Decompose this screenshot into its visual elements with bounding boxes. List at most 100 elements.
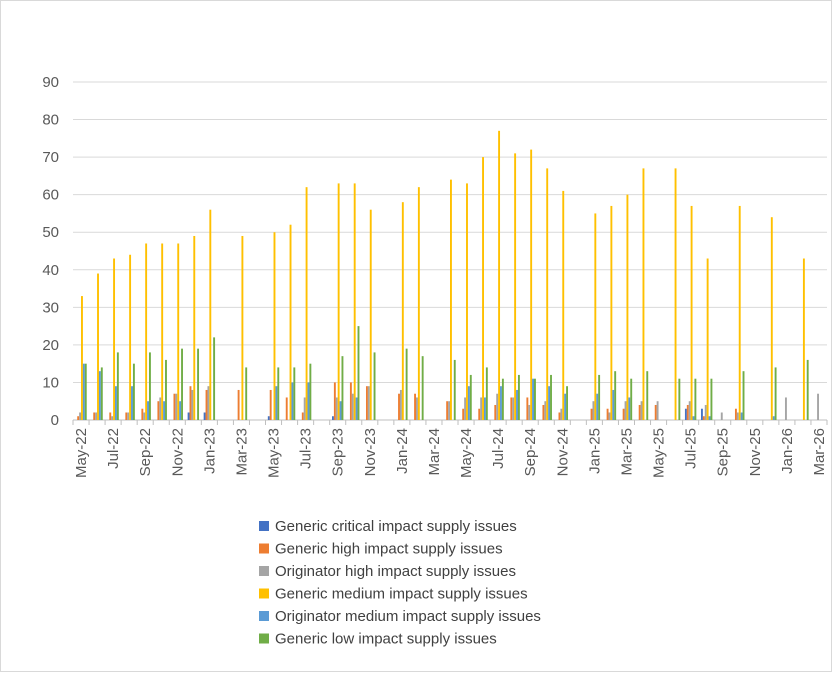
bar bbox=[544, 401, 547, 420]
bar bbox=[333, 382, 336, 420]
bar bbox=[365, 386, 368, 420]
legend-label: Originator high impact supply issues bbox=[275, 563, 516, 580]
bar bbox=[332, 416, 334, 420]
bar bbox=[161, 243, 164, 420]
bar bbox=[462, 408, 465, 420]
bar bbox=[678, 378, 681, 420]
bar bbox=[367, 386, 370, 420]
bar bbox=[113, 258, 116, 420]
bar bbox=[446, 401, 449, 420]
bar bbox=[517, 374, 520, 420]
x-tick-label: Jul-25 bbox=[683, 428, 700, 469]
bar bbox=[478, 408, 481, 420]
bar bbox=[706, 258, 709, 420]
x-tick-label: Jul-23 bbox=[298, 428, 315, 469]
bar bbox=[93, 412, 96, 420]
bar bbox=[688, 401, 691, 420]
bar bbox=[510, 397, 513, 420]
bar bbox=[630, 378, 633, 420]
legend-swatch bbox=[259, 566, 269, 576]
bar bbox=[734, 408, 737, 420]
x-tick-label: Sep-23 bbox=[330, 428, 347, 476]
x-tick-label: Jul-24 bbox=[490, 428, 507, 469]
bar bbox=[526, 397, 529, 420]
bar bbox=[684, 408, 687, 420]
bar bbox=[806, 359, 809, 420]
bar bbox=[205, 389, 208, 420]
bar bbox=[125, 412, 128, 420]
bar bbox=[179, 401, 182, 420]
bar bbox=[774, 367, 777, 420]
bar bbox=[494, 404, 497, 420]
bar bbox=[293, 367, 296, 420]
bar bbox=[357, 326, 360, 420]
x-tick-label: Sep-22 bbox=[137, 428, 154, 476]
bar bbox=[129, 254, 132, 420]
bar bbox=[177, 243, 180, 420]
bar bbox=[622, 408, 625, 420]
bar bbox=[165, 359, 167, 420]
y-tick-label: 80 bbox=[42, 112, 59, 129]
bar bbox=[562, 190, 565, 420]
bar bbox=[596, 393, 599, 420]
bar bbox=[285, 397, 288, 420]
bar bbox=[245, 367, 248, 420]
bar bbox=[269, 389, 272, 420]
bar bbox=[501, 378, 504, 420]
legend-swatch bbox=[259, 521, 269, 531]
bar bbox=[702, 416, 705, 420]
bar bbox=[532, 378, 535, 420]
legend-label: Generic low impact supply issues bbox=[275, 631, 497, 648]
bar bbox=[341, 356, 344, 420]
bar bbox=[175, 393, 178, 420]
bar bbox=[309, 363, 312, 420]
bar bbox=[610, 205, 613, 420]
bar bbox=[189, 386, 192, 420]
bar bbox=[608, 412, 611, 420]
bar bbox=[181, 348, 183, 420]
bar bbox=[708, 416, 711, 420]
bar bbox=[592, 401, 595, 420]
bar bbox=[590, 408, 593, 420]
y-tick-label: 70 bbox=[42, 149, 59, 166]
bar bbox=[79, 412, 82, 420]
bar bbox=[594, 213, 597, 420]
bar bbox=[213, 337, 216, 420]
bar bbox=[267, 416, 270, 420]
bar bbox=[303, 397, 306, 420]
bar bbox=[612, 389, 615, 420]
bar bbox=[414, 393, 417, 420]
bar bbox=[301, 412, 304, 420]
bar bbox=[273, 232, 276, 420]
bar bbox=[132, 363, 135, 420]
bar bbox=[784, 397, 787, 420]
bar bbox=[81, 296, 83, 420]
bar bbox=[373, 352, 376, 420]
legend-label: Originator medium impact supply issues bbox=[275, 608, 541, 625]
y-tick-label: 20 bbox=[42, 337, 59, 354]
x-tick-label: May-23 bbox=[266, 428, 283, 478]
bar bbox=[770, 217, 773, 420]
bar bbox=[802, 258, 805, 420]
bar bbox=[628, 397, 631, 420]
bar bbox=[700, 408, 703, 420]
bar bbox=[291, 382, 294, 420]
legend-swatch bbox=[259, 543, 269, 554]
bar bbox=[560, 408, 563, 420]
bar bbox=[464, 397, 467, 420]
bar bbox=[399, 389, 402, 420]
bar bbox=[742, 371, 745, 420]
bar bbox=[516, 389, 518, 420]
bar bbox=[187, 412, 190, 420]
bar bbox=[159, 397, 162, 420]
bar bbox=[542, 404, 545, 420]
bar bbox=[736, 412, 739, 420]
bar bbox=[704, 404, 707, 420]
bar bbox=[77, 416, 80, 420]
bar bbox=[694, 378, 697, 420]
bar bbox=[339, 401, 342, 420]
bar bbox=[498, 130, 501, 420]
bar bbox=[131, 386, 133, 420]
